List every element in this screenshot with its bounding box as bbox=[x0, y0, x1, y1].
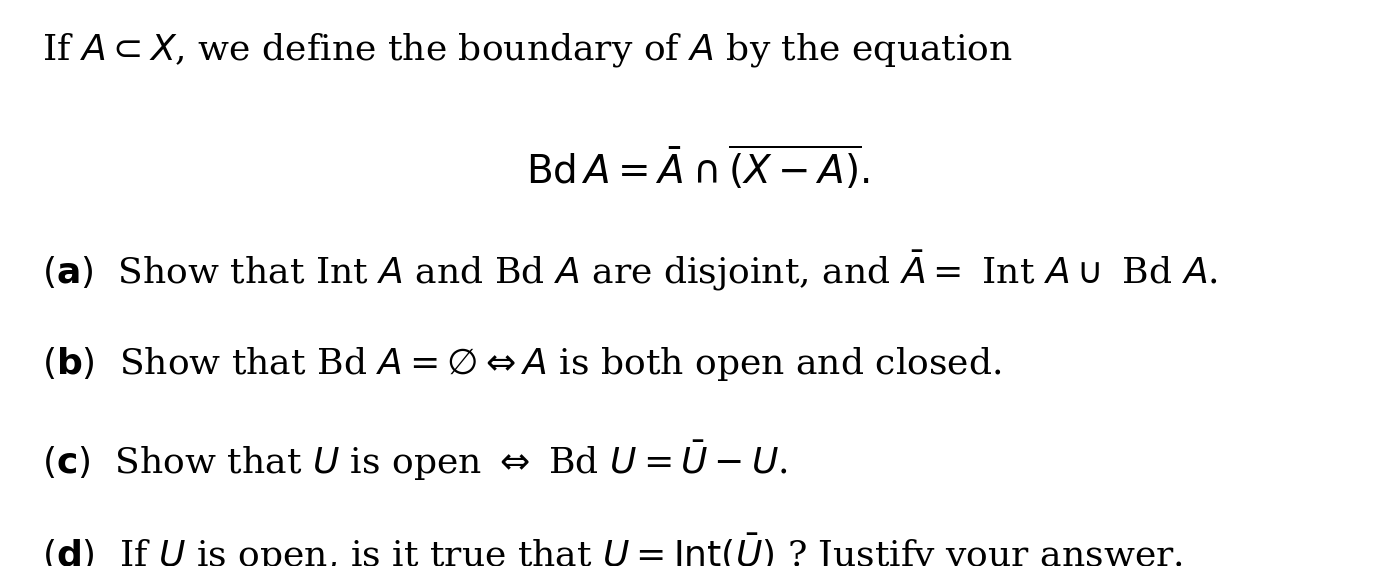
Text: $(\mathbf{c})$  Show that $U$ is open $\Leftrightarrow$ Bd $U = \bar{U} - U$.: $(\mathbf{c})$ Show that $U$ is open $\L… bbox=[42, 439, 787, 483]
Text: $(\mathbf{b})$  Show that Bd $A = \varnothing \Leftrightarrow A$ is both open an: $(\mathbf{b})$ Show that Bd $A = \varnot… bbox=[42, 345, 1001, 383]
Text: $\mathrm{Bd}\, A = \bar{A} \cap \overline{(X - A)}.$: $\mathrm{Bd}\, A = \bar{A} \cap \overlin… bbox=[526, 144, 870, 192]
Text: $(\mathbf{a})$  Show that Int $A$ and Bd $A$ are disjoint, and $\bar{A} = $ Int : $(\mathbf{a})$ Show that Int $A$ and Bd … bbox=[42, 249, 1217, 293]
Text: $(\mathbf{d})$  If $U$ is open, is it true that $U = \mathrm{Int}(\bar{U})$ ? Ju: $(\mathbf{d})$ If $U$ is open, is it tru… bbox=[42, 532, 1182, 566]
Text: If $A \subset X$, we define the boundary of $A$ by the equation: If $A \subset X$, we define the boundary… bbox=[42, 31, 1013, 69]
